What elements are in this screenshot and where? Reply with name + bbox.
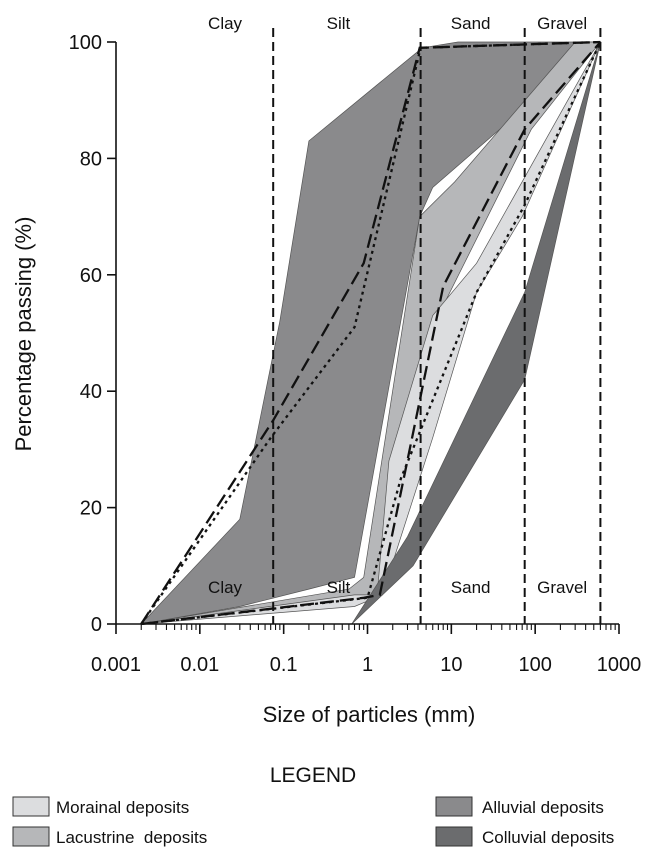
legend-label-morainal: Morainal deposits	[56, 798, 189, 817]
legend-label-lacustrine: Lacustrine deposits	[56, 828, 207, 847]
legend-swatch-colluvial	[435, 826, 473, 847]
legend: LEGEND Morainal deposits Lacustrine depo…	[12, 764, 614, 847]
x-tick-label: 1000	[597, 654, 642, 676]
legend-swatch-lacustrine	[12, 826, 50, 847]
curve-line-1	[140, 40, 601, 625]
y-axis-label: Percentage passing (%)	[11, 217, 36, 452]
legend-swatch-alluvial	[435, 796, 473, 817]
series-lines	[140, 40, 602, 626]
x-tick-label: 100	[518, 654, 551, 676]
zone-label-gravel-bottom: Gravel	[537, 578, 587, 597]
legend-title: LEGEND	[270, 764, 356, 787]
x-tick-label: 0.1	[270, 654, 298, 676]
curve-line-2	[140, 40, 601, 625]
x-tick-label: 10	[440, 654, 462, 676]
y-tick-label: 100	[69, 32, 102, 54]
y-tick-label: 60	[80, 265, 102, 287]
legend-swatch-morainal	[12, 796, 50, 817]
zone-label-silt-bottom: Silt	[327, 578, 351, 597]
curve-line-3	[141, 41, 602, 626]
curve-line-4	[141, 41, 602, 626]
class-boundaries	[272, 28, 602, 624]
y-tick-label: 40	[80, 381, 102, 403]
zone-label-sand-top: Sand	[451, 14, 491, 33]
zone-label-silt-top: Silt	[327, 14, 351, 33]
x-tick-label: 1	[362, 654, 373, 676]
zone-label-clay-top: Clay	[208, 14, 243, 33]
x-axis-label: Size of particles (mm)	[263, 702, 476, 727]
zone-label-gravel-top: Gravel	[537, 14, 587, 33]
zone-label-sand-bottom: Sand	[451, 578, 491, 597]
axes: 0 20 40 60 80 100 0.001 0.01 0.1 1 10 100 1000	[69, 32, 642, 676]
legend-label-colluvial: Colluvial deposits	[482, 828, 614, 847]
y-tick-label: 0	[91, 614, 102, 636]
series-areas	[140, 41, 602, 625]
y-tick-label: 20	[80, 498, 102, 520]
x-tick-label: 0.001	[91, 654, 141, 676]
zone-labels: Clay Silt Sand Gravel Clay Silt Sand Gravel	[208, 14, 587, 597]
zone-label-clay-bottom: Clay	[208, 578, 243, 597]
y-tick-label: 80	[80, 148, 102, 170]
x-tick-label: 0.01	[180, 654, 219, 676]
legend-label-alluvial: Alluvial deposits	[482, 798, 604, 817]
